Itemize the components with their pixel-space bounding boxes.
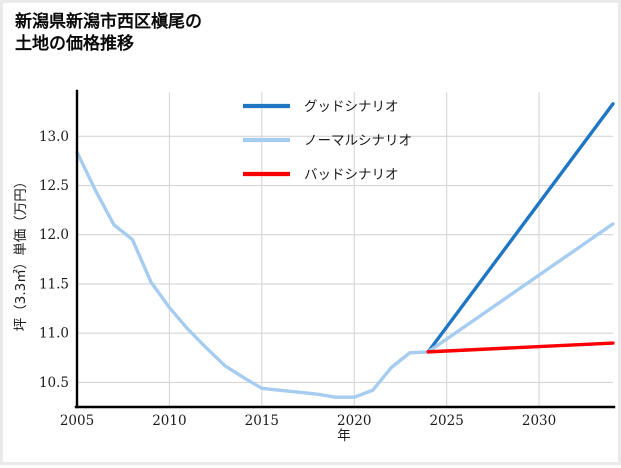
y-tick-label: 13.0 [39, 129, 69, 145]
series-line-2 [75, 150, 615, 399]
x-axis-tick-labels: 2005 2010 2015 2020 2025 2030 [60, 413, 556, 429]
x-axis-title: 年 [337, 428, 351, 444]
x-tick-label: 2020 [337, 413, 371, 429]
y-tick-label: 11.0 [39, 326, 69, 342]
series-line-1 [426, 102, 615, 354]
y-tick-label: 10.5 [39, 375, 69, 391]
series-line-3 [426, 341, 615, 354]
page-title: 新潟県新潟市西区槇尾の 土地の価格推移 [15, 12, 202, 54]
y-tick-label: 12.0 [39, 227, 69, 243]
y-axis-tick-labels: 10.5 11.0 11.5 12.0 12.5 13.0 [39, 129, 69, 391]
x-tick-label: 2025 [429, 413, 463, 429]
legend-label-2: ノーマルシナリオ [304, 133, 412, 149]
x-tick-label: 2030 [522, 413, 556, 429]
chart-series-group [75, 102, 615, 399]
y-axis-title: 坪（3.3㎡）単価（万円） [13, 175, 29, 331]
y-tick-label: 11.5 [39, 276, 69, 292]
legend-label-1: グッドシナリオ [304, 99, 399, 115]
x-tick-label: 2010 [152, 413, 186, 429]
x-tick-label: 2005 [60, 413, 94, 429]
chart-figure: 10.5 11.0 11.5 12.0 12.5 13.0 2005 2010 2015 202… [3, 3, 621, 468]
x-tick-label: 2015 [245, 413, 279, 429]
chart-svg: 10.5 11.0 11.5 12.0 12.5 13.0 2005 2010 2015 202… [13, 89, 616, 444]
chart-axes [74, 89, 616, 409]
y-tick-label: 12.5 [39, 178, 69, 194]
legend-label-3: バッドシナリオ [304, 167, 399, 183]
